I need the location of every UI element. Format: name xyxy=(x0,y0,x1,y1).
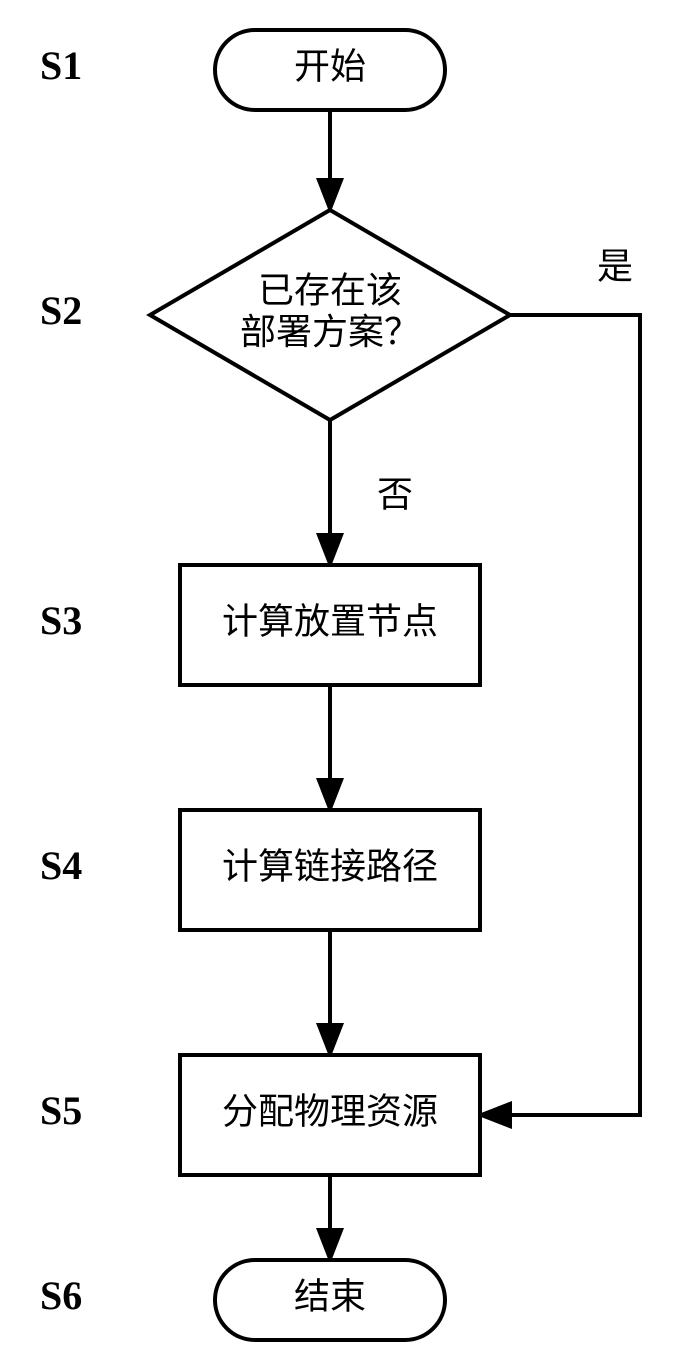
node-label-s5box: 分配物理资源 xyxy=(222,1091,438,1131)
node-label-s3box: 计算放置节点 xyxy=(222,601,438,641)
edge-label-e2_no: 否 xyxy=(377,474,413,514)
node-s3box: 计算放置节点 xyxy=(180,565,480,685)
node-label-decision-line1: 部署方案？ xyxy=(240,312,420,352)
step-label-S2: S2 xyxy=(40,288,82,333)
node-s5box: 分配物理资源 xyxy=(180,1055,480,1175)
node-label-decision-line0: 已存在该 xyxy=(258,271,402,311)
step-label-S5: S5 xyxy=(40,1088,82,1133)
step-label-S6: S6 xyxy=(40,1273,82,1318)
step-label-S4: S4 xyxy=(40,843,82,888)
step-label-S1: S1 xyxy=(40,43,82,88)
step-label-S3: S3 xyxy=(40,598,82,643)
node-end: 结束 xyxy=(215,1260,445,1340)
flowchart-svg: 否 是 开始已存在该部署方案？ 计算放置节点计算链接路径分配物理资源结束 S1 S2 S3 S… xyxy=(0,0,699,1361)
flowchart-container: 否 是 开始已存在该部署方案？ 计算放置节点计算链接路径分配物理资源结束 S1 S2 S3 S… xyxy=(0,0,699,1361)
node-label-end: 结束 xyxy=(294,1276,366,1316)
node-label-s4box: 计算链接路径 xyxy=(222,846,438,886)
node-start: 开始 xyxy=(215,30,445,110)
node-label-start: 开始 xyxy=(294,46,366,86)
edge-label-e2_yes: 是 xyxy=(597,246,633,286)
node-s4box: 计算链接路径 xyxy=(180,810,480,930)
